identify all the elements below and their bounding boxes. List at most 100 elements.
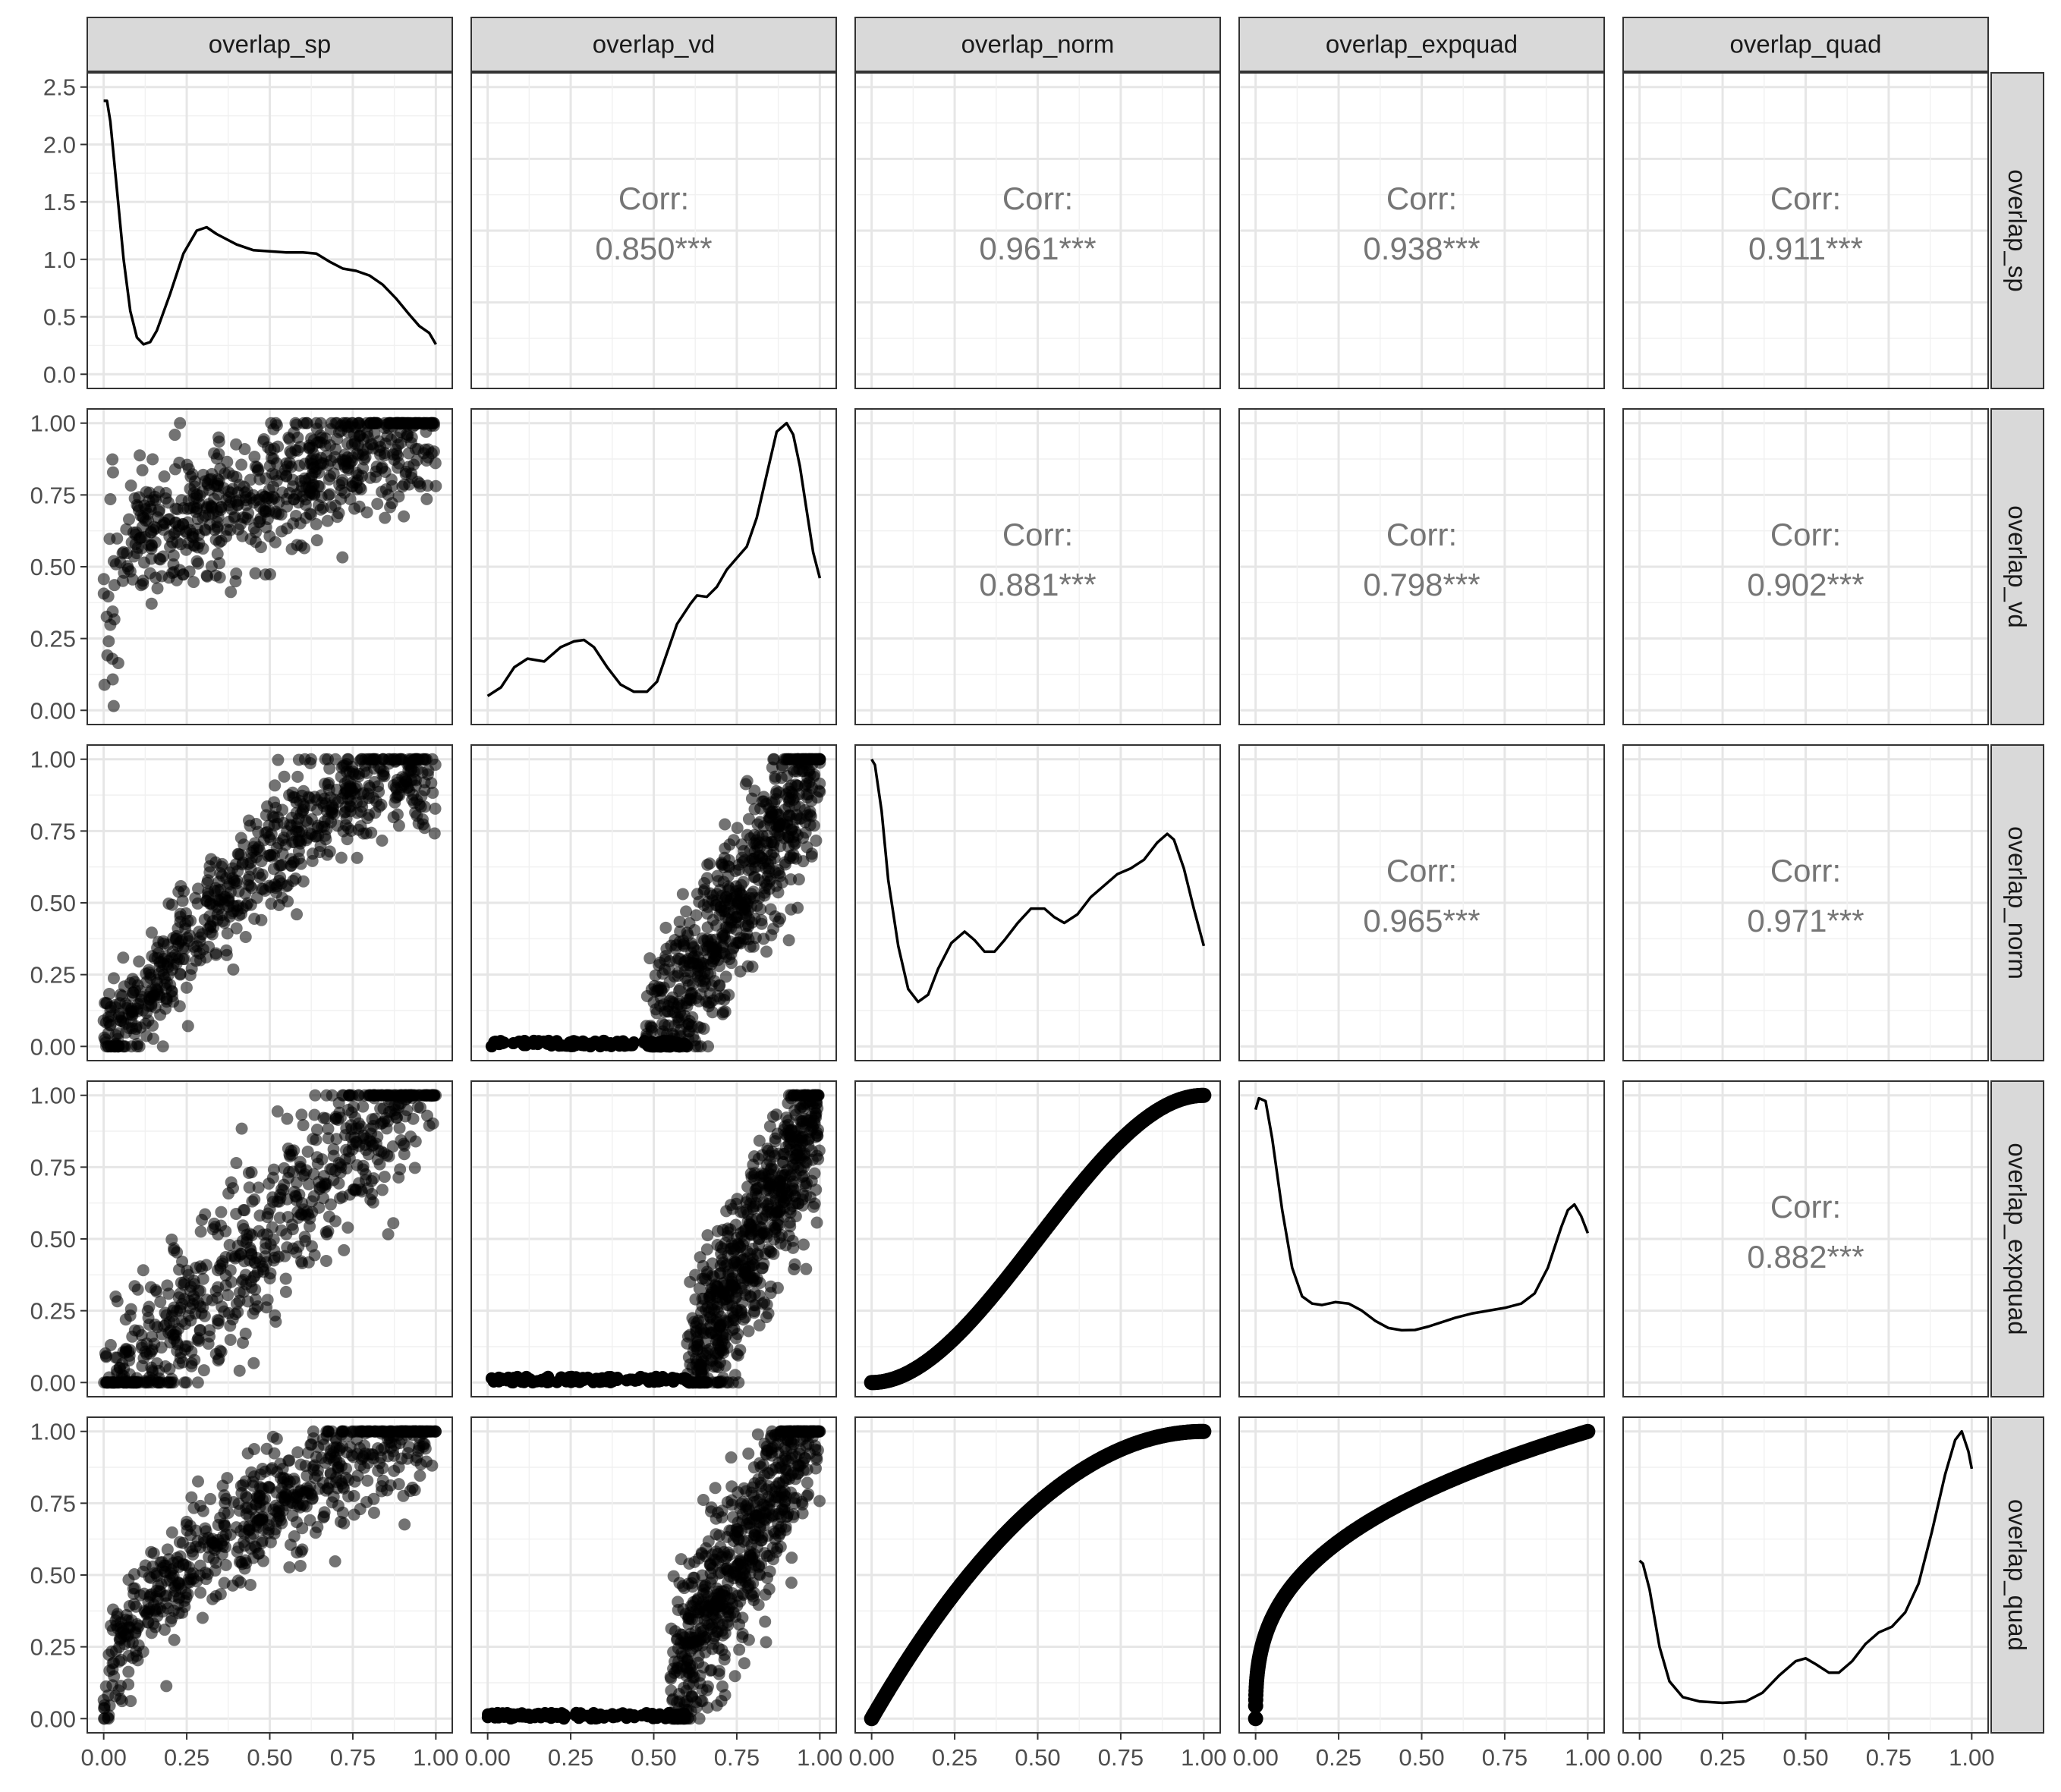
scatter-point: [176, 894, 189, 907]
corr-label: Corr:: [1770, 181, 1841, 216]
scatter-point: [102, 635, 115, 648]
scatter-point: [489, 1036, 502, 1048]
scatter-point: [354, 1184, 367, 1196]
scatter-point: [411, 442, 424, 455]
scatter-point: [309, 1089, 322, 1102]
scatter-point: [805, 850, 818, 863]
scatter-point: [662, 1005, 675, 1018]
scatter-point: [743, 913, 756, 926]
scatter-point: [265, 1463, 278, 1476]
scatter-point: [676, 1372, 689, 1385]
scatter-point: [683, 1025, 696, 1038]
scatter-point: [261, 1294, 274, 1306]
scatter-point: [774, 840, 787, 853]
scatter-point: [367, 1089, 380, 1102]
scatter-point: [307, 847, 319, 860]
scatter-point: [689, 1293, 702, 1306]
scatter-point: [799, 1120, 812, 1133]
scatter-point: [392, 1478, 405, 1491]
panel-border: [1622, 408, 1989, 725]
scatter-point: [420, 492, 433, 505]
scatter-point: [222, 1187, 235, 1200]
scatter-point: [390, 753, 403, 766]
scatter-point: [206, 501, 219, 514]
scatter-point: [313, 1201, 326, 1214]
scatter-point: [788, 838, 801, 851]
scatter-point: [754, 903, 767, 916]
scatter-point: [305, 828, 318, 841]
scatter-point: [674, 925, 687, 938]
scatter-point: [370, 470, 382, 483]
scatter-point: [728, 1291, 741, 1304]
scatter-point: [374, 441, 387, 454]
scatter-point: [172, 520, 185, 533]
scatter-point: [367, 1506, 380, 1519]
scatter-point: [204, 897, 217, 910]
scatter-point: [761, 837, 774, 850]
scatter-point: [810, 1127, 823, 1140]
scatter-point: [190, 502, 203, 515]
scatter-point: [367, 791, 379, 804]
scatter-point: [530, 1037, 543, 1050]
scatter-point: [755, 1221, 768, 1234]
scatter-point: [104, 492, 117, 505]
scatter-point: [308, 1249, 321, 1262]
scatter-point: [200, 1294, 213, 1306]
scatter-point: [366, 1187, 379, 1200]
scatter-point: [123, 513, 136, 526]
scatter-point: [268, 1447, 281, 1460]
scatter-point: [221, 927, 234, 940]
scatter-point: [749, 932, 762, 945]
scatter-point: [283, 1476, 296, 1489]
scatter-point: [173, 1536, 186, 1548]
scatter-point: [302, 791, 315, 803]
scatter-point: [259, 490, 272, 503]
scatter-point: [734, 932, 747, 945]
scatter-point: [112, 1027, 124, 1040]
scatter-point: [742, 1325, 755, 1338]
scatter-point: [174, 417, 187, 429]
scatter-point: [428, 827, 441, 840]
scatter-point: [716, 1006, 729, 1019]
scatter-point: [655, 983, 668, 996]
scatter-point: [215, 1206, 228, 1218]
scatter-point: [734, 1344, 747, 1357]
scatter-point: [224, 1333, 237, 1346]
scatter-point: [194, 935, 206, 948]
scatter-point: [260, 472, 272, 485]
scatter-point: [338, 806, 351, 819]
scatter-point: [114, 556, 127, 569]
scatter-point: [345, 824, 357, 837]
scatter-point: [169, 502, 182, 515]
scatter-point: [252, 1181, 265, 1194]
scatter-point: [705, 1287, 718, 1300]
scatter-point: [404, 764, 417, 777]
scatter-point: [629, 1373, 642, 1386]
scatter-point: [301, 1145, 314, 1158]
scatter-point: [738, 854, 751, 866]
scatter-point: [310, 534, 323, 547]
scatter-point: [408, 1162, 421, 1174]
scatter-point: [389, 417, 402, 429]
scatter-point: [659, 921, 672, 934]
scatter-point: [263, 1272, 276, 1285]
scatter-point: [541, 1375, 554, 1388]
scatter-point: [283, 1561, 296, 1574]
scatter-point: [212, 1314, 225, 1327]
scatter-point: [394, 1163, 407, 1176]
panel-border: [854, 72, 1221, 389]
scatter-point: [103, 533, 116, 545]
scatter-point: [326, 1089, 338, 1102]
scatter-point: [146, 453, 159, 466]
scatter-point: [563, 1371, 576, 1384]
scatter-point: [295, 1255, 308, 1268]
scatter-point: [189, 891, 202, 904]
scatter-point: [778, 1124, 791, 1137]
scatter-point: [149, 490, 162, 503]
scatter-point: [404, 1130, 417, 1143]
scatter-point: [216, 857, 228, 870]
scatter-point: [313, 480, 326, 493]
scatter-point: [227, 470, 240, 483]
scatter-point: [168, 429, 181, 442]
